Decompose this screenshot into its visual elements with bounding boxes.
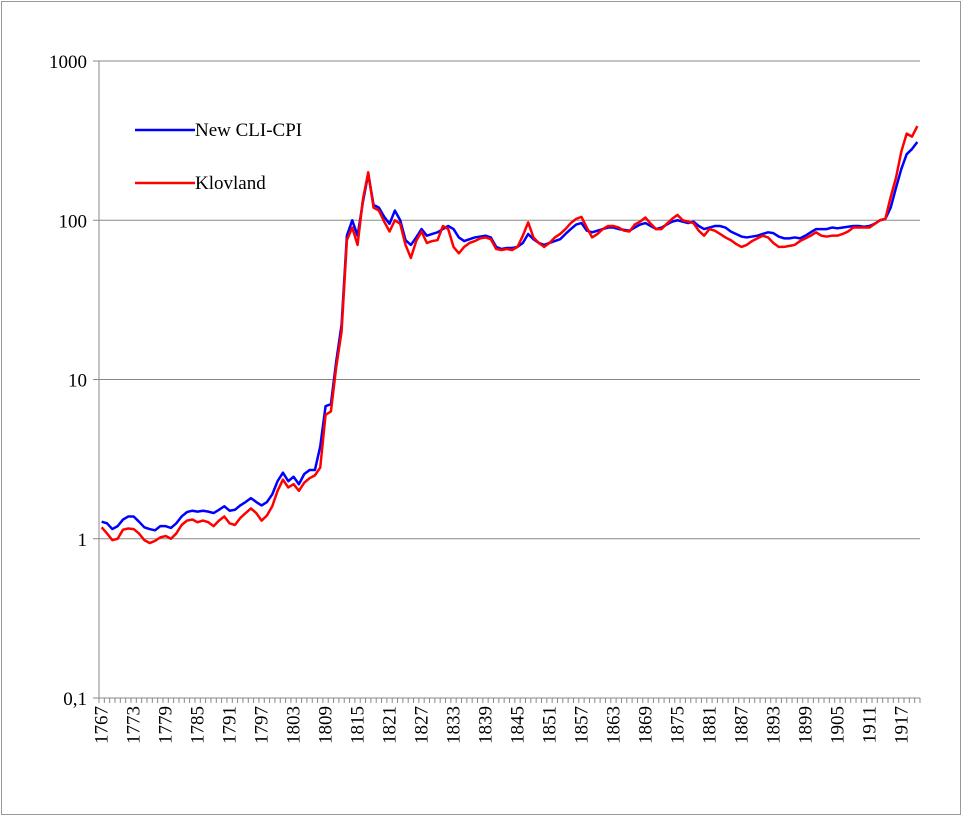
x-tick-label: 1833 (444, 706, 465, 744)
legend-label: Klovland (195, 173, 266, 194)
x-tick-label: 1905 (827, 706, 848, 744)
x-tick-label: 1779 (156, 706, 177, 744)
x-tick-label: 1773 (124, 706, 145, 744)
x-tick-label: 1809 (316, 706, 337, 744)
x-tick-label: 1917 (891, 706, 912, 744)
y-tick-label: 1 (78, 530, 88, 551)
y-tick-label: 100 (59, 211, 88, 232)
x-tick-label: 1893 (763, 706, 784, 744)
x-tick-label: 1887 (731, 706, 752, 744)
x-tick-label: 1845 (507, 706, 528, 744)
series-line (101, 141, 919, 532)
y-tick-label: 1000 (49, 52, 87, 73)
x-tick-label: 1815 (348, 706, 369, 744)
x-tick-label: 1875 (667, 706, 688, 744)
x-tick-label: 1839 (476, 706, 497, 744)
x-tick-label: 1767 (92, 706, 113, 744)
x-tick-label: 1827 (412, 706, 433, 744)
x-tick-label: 1899 (795, 706, 816, 744)
y-tick-label: 10 (68, 371, 87, 392)
x-tick-label: 1857 (571, 706, 592, 744)
legend-label: New CLI-CPI (195, 120, 302, 141)
x-tick-label: 1869 (635, 706, 656, 744)
x-tick-label: 1803 (284, 706, 305, 744)
y-tick-label: 0,1 (63, 689, 87, 710)
x-tick-label: 1791 (220, 706, 241, 744)
x-tick-label: 1881 (699, 706, 720, 744)
x-tick-label: 1797 (252, 706, 273, 744)
x-tick-label: 1785 (188, 706, 209, 744)
x-tick-label: 1821 (380, 706, 401, 744)
series-line (100, 125, 919, 545)
x-tick-label: 1851 (539, 706, 560, 744)
x-tick-label: 1911 (859, 706, 880, 743)
x-tick-label: 1863 (603, 706, 624, 744)
